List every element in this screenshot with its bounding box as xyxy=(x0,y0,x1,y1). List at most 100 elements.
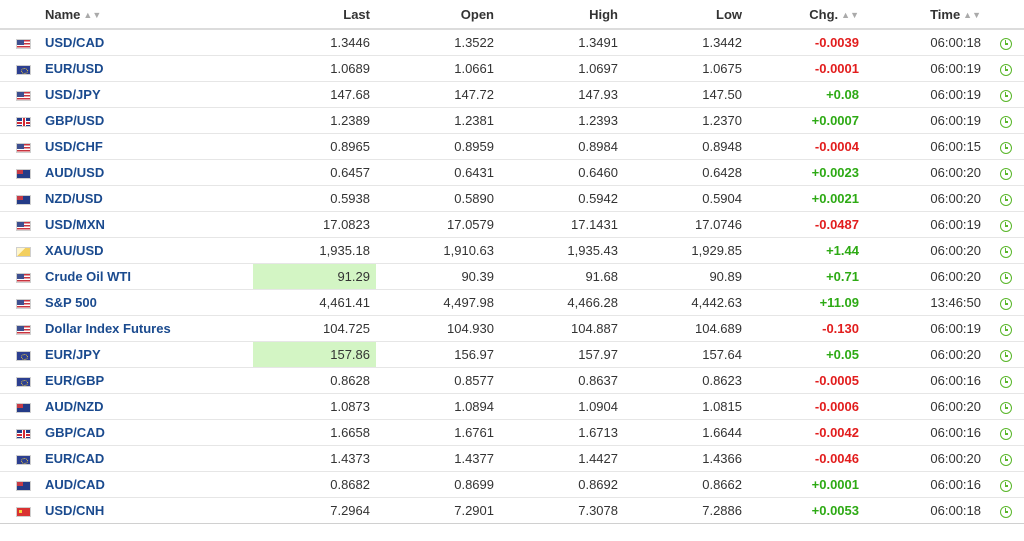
instrument-name-link[interactable]: Crude Oil WTI xyxy=(41,263,253,290)
market-status-cell xyxy=(987,341,1024,368)
table-row[interactable]: S&P 500 4,461.41 4,497.98 4,466.28 4,442.63 +… xyxy=(0,289,1024,316)
time-column-header[interactable]: Time ▲▼ xyxy=(865,0,987,30)
clock-icon xyxy=(999,297,1012,310)
flag-cell xyxy=(0,471,41,498)
instrument-name-link[interactable]: USD/JPY xyxy=(41,81,253,108)
change-cell: -0.0001 xyxy=(748,55,865,82)
instrument-name-link[interactable]: EUR/GBP xyxy=(41,367,253,394)
high-price-cell: 1.4427 xyxy=(500,445,624,472)
instrument-name-link[interactable]: USD/CNH xyxy=(41,497,253,524)
us-flag-icon xyxy=(16,324,31,335)
instrument-name-link[interactable]: GBP/USD xyxy=(41,107,253,134)
open-price-cell: 1.2381 xyxy=(376,107,500,134)
instrument-name-link[interactable]: USD/CHF xyxy=(41,133,253,160)
table-row[interactable]: Crude Oil WTI 91.29 90.39 91.68 90.89 +0.71 06… xyxy=(0,263,1024,290)
table-row[interactable]: EUR/JPY 157.86 156.97 157.97 157.64 +0.05 06:0… xyxy=(0,341,1024,368)
time-cell: 06:00:20 xyxy=(865,159,987,186)
us-flag-icon xyxy=(16,298,31,309)
time-cell: 06:00:18 xyxy=(865,29,987,56)
uk-flag-icon xyxy=(16,116,31,127)
table-row[interactable]: EUR/USD 1.0689 1.0661 1.0697 1.0675 -0.0001 06… xyxy=(0,55,1024,82)
open-price-cell: 0.6431 xyxy=(376,159,500,186)
nz-flag-icon xyxy=(16,194,31,205)
table-row[interactable]: GBP/CAD 1.6658 1.6761 1.6713 1.6644 -0.0042 06… xyxy=(0,419,1024,446)
instrument-name-link[interactable]: GBP/CAD xyxy=(41,419,253,446)
time-cell: 06:00:16 xyxy=(865,367,987,394)
name-column-header[interactable]: Name ▲▼ xyxy=(41,0,253,30)
open-price-cell: 4,497.98 xyxy=(376,289,500,316)
table-row[interactable]: USD/JPY 147.68 147.72 147.93 147.50 +0.08 06:0… xyxy=(0,81,1024,108)
low-price-cell: 1.6644 xyxy=(624,419,748,446)
eu-flag-icon xyxy=(16,350,31,361)
clock-icon xyxy=(999,271,1012,284)
table-row[interactable]: GBP/USD 1.2389 1.2381 1.2393 1.2370 +0.0007 06… xyxy=(0,107,1024,134)
low-price-cell: 0.8662 xyxy=(624,471,748,498)
last-price-cell: 157.86 xyxy=(253,341,376,368)
last-column-header[interactable]: Last xyxy=(253,0,376,30)
instrument-name-link[interactable]: EUR/USD xyxy=(41,55,253,82)
change-cell: +11.09 xyxy=(748,289,865,316)
clock-icon xyxy=(999,375,1012,388)
instrument-name-link[interactable]: EUR/JPY xyxy=(41,341,253,368)
market-status-cell xyxy=(987,471,1024,498)
open-column-header[interactable]: Open xyxy=(376,0,500,30)
market-status-cell xyxy=(987,81,1024,108)
open-price-cell: 0.8699 xyxy=(376,471,500,498)
flag-cell xyxy=(0,367,41,394)
last-price-cell: 0.5938 xyxy=(253,185,376,212)
low-price-cell: 1.4366 xyxy=(624,445,748,472)
change-cell: -0.0004 xyxy=(748,133,865,160)
change-cell: -0.0046 xyxy=(748,445,865,472)
instrument-name-link[interactable]: AUD/USD xyxy=(41,159,253,186)
high-price-cell: 1.2393 xyxy=(500,107,624,134)
instrument-name-link[interactable]: EUR/CAD xyxy=(41,445,253,472)
instrument-name-link[interactable]: NZD/USD xyxy=(41,185,253,212)
updown-sort-icon[interactable]: ▲▼ xyxy=(963,9,981,20)
updown-sort-icon[interactable]: ▲▼ xyxy=(83,9,102,20)
instrument-name-link[interactable]: USD/CAD xyxy=(41,29,253,56)
market-status-cell xyxy=(987,367,1024,394)
clock-icon xyxy=(999,401,1012,414)
table-row[interactable]: AUD/USD 0.6457 0.6431 0.6460 0.6428 +0.0023 06… xyxy=(0,159,1024,186)
high-column-header[interactable]: High xyxy=(500,0,624,30)
high-price-cell: 1.6713 xyxy=(500,419,624,446)
chg-column-header[interactable]: Chg. ▲▼ xyxy=(748,0,865,30)
instrument-name-link[interactable]: AUD/NZD xyxy=(41,393,253,420)
flag-cell xyxy=(0,55,41,82)
table-row[interactable]: AUD/NZD 1.0873 1.0894 1.0904 1.0815 -0.0006 06… xyxy=(0,393,1024,420)
table-row[interactable]: USD/CHF 0.8965 0.8959 0.8984 0.8948 -0.0004 06… xyxy=(0,133,1024,160)
low-price-cell: 0.6428 xyxy=(624,159,748,186)
instrument-name-link[interactable]: AUD/CAD xyxy=(41,471,253,498)
last-price-cell: 1.3446 xyxy=(253,29,376,56)
change-cell: +0.08 xyxy=(748,81,865,108)
table-row[interactable]: USD/CAD 1.3446 1.3522 1.3491 1.3442 -0.0039 06… xyxy=(0,29,1024,56)
table-row[interactable]: Dollar Index Futures 104.725 104.930 104.88… xyxy=(0,315,1024,342)
change-cell: +0.0001 xyxy=(748,471,865,498)
flag-cell xyxy=(0,107,41,134)
table-row[interactable]: EUR/GBP 0.8628 0.8577 0.8637 0.8623 -0.0005 06… xyxy=(0,367,1024,394)
open-price-cell: 0.5890 xyxy=(376,185,500,212)
low-column-header[interactable]: Low xyxy=(624,0,748,30)
table-row[interactable]: NZD/USD 0.5938 0.5890 0.5942 0.5904 +0.0021 06… xyxy=(0,185,1024,212)
table-row[interactable]: EUR/CAD 1.4373 1.4377 1.4427 1.4366 -0.0046 06… xyxy=(0,445,1024,472)
instrument-name-link[interactable]: S&P 500 xyxy=(41,289,253,316)
open-price-cell: 1.6761 xyxy=(376,419,500,446)
updown-sort-icon[interactable]: ▲▼ xyxy=(841,9,859,20)
instrument-name-link[interactable]: XAU/USD xyxy=(41,237,253,264)
au-flag-icon xyxy=(16,402,31,413)
time-cell: 06:00:20 xyxy=(865,263,987,290)
table-row[interactable]: XAU/USD 1,935.18 1,910.63 1,935.43 1,929.85 +… xyxy=(0,237,1024,264)
open-price-cell: 1.0661 xyxy=(376,55,500,82)
low-price-cell: 147.50 xyxy=(624,81,748,108)
market-status-cell xyxy=(987,419,1024,446)
instrument-name-link[interactable]: USD/MXN xyxy=(41,211,253,238)
low-price-cell: 0.5904 xyxy=(624,185,748,212)
last-price-cell: 1.4373 xyxy=(253,445,376,472)
table-row[interactable]: USD/CNH 7.2964 7.2901 7.3078 7.2886 +0.0053 06… xyxy=(0,497,1024,524)
table-row[interactable]: USD/MXN 17.0823 17.0579 17.1431 17.0746 -0.04… xyxy=(0,211,1024,238)
us-flag-icon xyxy=(16,38,31,49)
quotes-table: Name ▲▼ Last Open High Low Chg. ▲▼ Time ▲▼ … xyxy=(0,0,1024,524)
clock-icon xyxy=(999,479,1012,492)
table-row[interactable]: AUD/CAD 0.8682 0.8699 0.8692 0.8662 +0.0001 06… xyxy=(0,471,1024,498)
instrument-name-link[interactable]: Dollar Index Futures xyxy=(41,315,253,342)
